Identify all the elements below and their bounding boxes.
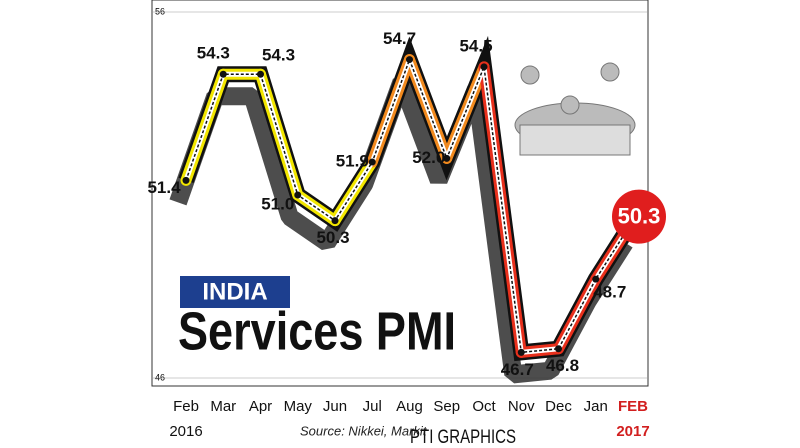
x-tick-label: Jan xyxy=(584,398,608,415)
value-label: 54.5 xyxy=(459,36,492,55)
y-tick-label: 56 xyxy=(155,6,165,16)
point xyxy=(219,70,227,78)
value-label: 50.3 xyxy=(316,228,349,247)
value-label: 46.8 xyxy=(546,356,579,375)
point xyxy=(368,158,376,166)
credit: PTI GRAPHICS xyxy=(410,427,516,448)
value-label: 54.7 xyxy=(383,29,416,48)
people-illustration xyxy=(514,62,636,156)
kicker: INDIA xyxy=(202,278,267,305)
x-tick-label: Nov xyxy=(508,398,535,415)
point xyxy=(480,63,488,71)
point xyxy=(555,345,562,353)
value-label: 54.3 xyxy=(262,46,295,65)
x-tick-label: Jul xyxy=(363,398,382,415)
x-tick-label: May xyxy=(284,398,313,415)
point xyxy=(406,56,413,64)
x-tick-label: Jun xyxy=(323,398,347,415)
year-label: 2016 xyxy=(169,423,202,440)
x-tick-label: Feb xyxy=(173,398,199,415)
x-tick-label: Oct xyxy=(472,398,496,415)
value-label: 51.4 xyxy=(147,178,181,197)
year-label: 2017 xyxy=(616,423,649,440)
point xyxy=(592,275,600,283)
point xyxy=(182,176,190,184)
x-tick-label: Dec xyxy=(545,398,572,415)
chart-title: Services PMI xyxy=(178,301,456,361)
y-tick-label: 46 xyxy=(155,372,165,382)
value-label: 46.7 xyxy=(501,360,534,379)
point xyxy=(294,191,302,199)
point xyxy=(331,217,339,225)
value-label: 50.3 xyxy=(618,203,661,228)
source: Source: Nikkei, Markit xyxy=(300,423,428,438)
x-tick-label: Sep xyxy=(433,398,460,415)
value-label: 51.9 xyxy=(336,152,369,171)
value-badge xyxy=(612,189,666,244)
value-label: 52.0 xyxy=(412,148,445,167)
x-tick-label: Apr xyxy=(249,398,272,415)
point xyxy=(517,348,525,356)
value-label: 48.7 xyxy=(593,283,626,302)
point xyxy=(443,154,451,162)
point xyxy=(257,70,264,78)
x-tick-label: Mar xyxy=(210,398,236,415)
value-label: 54.3 xyxy=(197,44,230,63)
kicker-box xyxy=(180,276,290,308)
x-tick-label: FEB xyxy=(618,398,648,415)
x-tick-label: Aug xyxy=(396,398,423,415)
value-label: 51.0 xyxy=(261,194,294,213)
